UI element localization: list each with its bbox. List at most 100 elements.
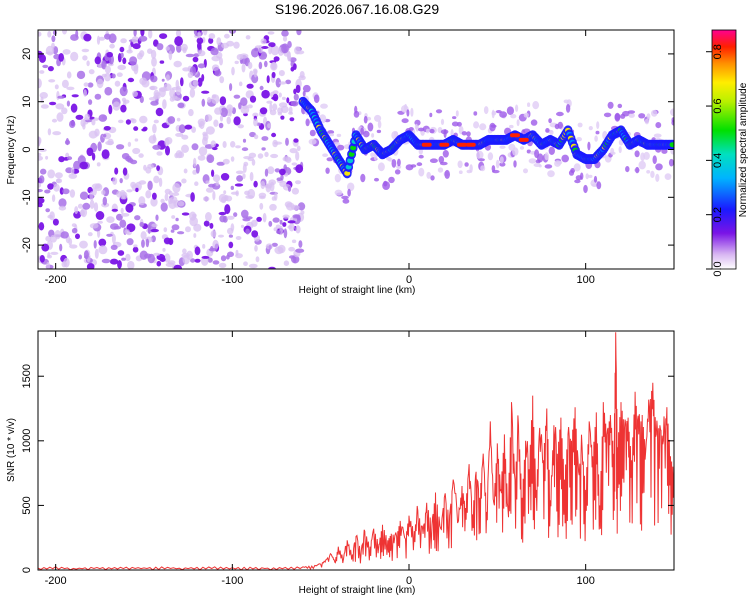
noise-speckle [205,212,212,222]
noise-speckle [58,205,67,211]
noise-speckle [281,30,289,37]
snr-x-tick-label: -100 [221,575,243,587]
ridge-halo-speckle [634,150,640,158]
noise-speckle [140,30,145,37]
noise-speckle [201,98,206,107]
ridge-halo-speckle [506,106,514,115]
noise-speckle [175,132,184,137]
ridge-halo-speckle [414,123,418,130]
noise-speckle [241,63,246,73]
noise-speckle [139,222,145,227]
noise-speckle [251,219,258,227]
ridge-halo-speckle [440,118,445,125]
noise-speckle [145,238,150,248]
ridge-halo-speckle [544,152,549,161]
ridge-halo-speckle [638,160,646,170]
noise-speckle [79,191,89,200]
noise-speckle [103,126,111,131]
colorbar-tick-label: 0.8 [712,44,724,59]
noise-speckle [76,70,86,80]
noise-speckle [188,109,194,117]
noise-speckle [258,192,267,198]
noise-speckle [267,31,275,35]
noise-speckle [125,119,131,125]
noise-speckle [171,192,180,196]
noise-speckle [258,61,263,70]
ridge-halo-speckle [495,159,500,169]
noise-speckle [202,133,209,141]
ridge-halo-speckle [607,101,614,109]
noise-speckle [62,30,67,35]
noise-speckle [38,155,43,161]
noise-speckle [259,202,264,210]
noise-speckle [133,30,137,37]
noise-speckle [220,255,227,262]
noise-speckle [96,35,101,45]
colorbar-tick-label: 0.2 [712,207,724,222]
noise-speckle [177,201,185,207]
ridge-halo-speckle [499,156,504,164]
ridge-halo-speckle [591,183,598,187]
noise-speckle [220,107,228,118]
noise-speckle [61,79,69,89]
noise-speckle [52,30,57,35]
snr-y-tick-label: 1500 [21,364,33,388]
noise-speckle [120,104,127,113]
ridge-halo-speckle [588,174,593,178]
noise-speckle [259,107,268,115]
noise-speckle [279,168,286,176]
noise-speckle [226,116,231,125]
noise-speckle [219,115,224,122]
ridge-halo-speckle [548,146,555,155]
noise-speckle [171,215,176,219]
ridge-halo-speckle [499,145,506,149]
ridge-halo-speckle [516,119,520,127]
noise-speckle [248,152,257,158]
noise-speckle [233,116,241,126]
noise-speckle [150,75,158,83]
noise-speckle [79,161,88,170]
noise-speckle [119,86,128,97]
ridge-halo-speckle [594,135,598,142]
noise-speckle [86,147,94,157]
noise-speckle [160,198,165,204]
ridge-halo-speckle [360,173,366,183]
noise-speckle [253,134,259,140]
noise-speckle [40,168,47,175]
noise-speckle [172,183,181,193]
noise-speckle [213,119,219,127]
ridge-halo-speckle [429,112,433,118]
noise-speckle [103,134,107,138]
noise-speckle [66,86,75,91]
spectrogram-y-tick-label: -20 [21,237,33,253]
noise-speckle [264,60,268,68]
noise-speckle [50,251,59,255]
noise-speckle [150,228,159,233]
snr-frame [37,330,675,571]
noise-speckle [42,64,49,69]
ridge-halo-speckle [587,141,591,151]
noise-speckle [182,67,191,72]
noise-speckle [218,122,224,129]
noise-speckle [291,162,298,166]
ridge-halo-speckle [491,111,497,116]
noise-speckle [294,46,301,55]
noise-speckle [62,49,71,55]
ridge-core-blob [347,158,354,164]
noise-speckle [133,126,139,131]
noise-speckle [252,112,259,118]
noise-speckle [208,33,216,40]
noise-speckle [38,197,45,204]
noise-speckle [39,254,45,263]
noise-speckle [271,242,278,247]
noise-speckle [150,197,158,207]
noise-speckle [240,105,250,114]
ridge-halo-speckle [653,133,662,138]
noise-speckle [228,234,233,238]
noise-speckle [264,168,269,177]
colorbar-gradient [711,29,737,270]
ridge-halo-speckle [480,165,486,172]
noise-speckle [91,152,96,161]
colorbar-tick-label: 0.4 [712,153,724,168]
noise-speckle [113,225,122,230]
